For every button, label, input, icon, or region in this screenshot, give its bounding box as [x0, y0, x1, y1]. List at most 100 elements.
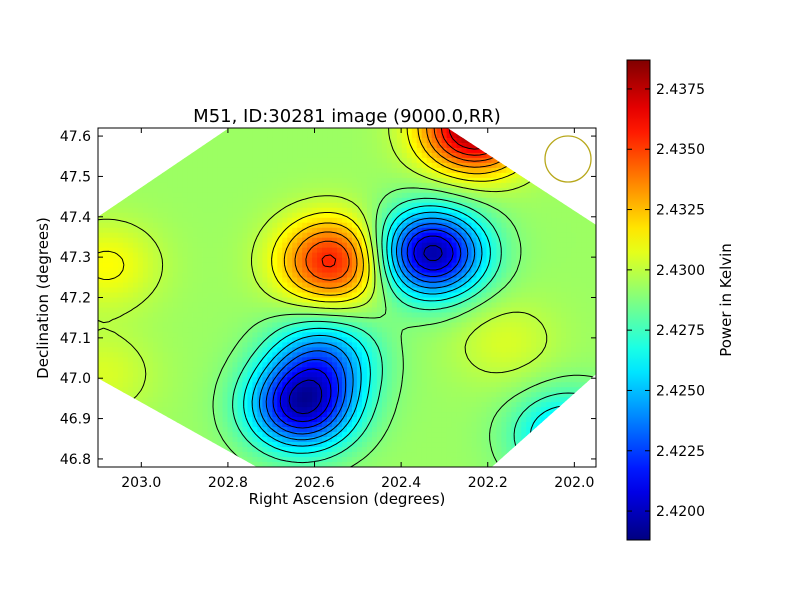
heat-cell	[117, 262, 124, 269]
heat-cell	[501, 272, 507, 279]
heat-cell	[536, 192, 542, 199]
heat-cell	[411, 192, 418, 199]
heat-cell	[411, 342, 418, 348]
heat-cell	[98, 257, 104, 264]
heat-cell	[546, 227, 552, 234]
heat-cell	[117, 267, 124, 274]
heat-cell	[446, 202, 453, 209]
heat-cell	[471, 332, 478, 338]
heat-cell	[506, 372, 512, 378]
heat-cell	[192, 172, 199, 179]
heat-cell	[257, 337, 263, 343]
heat-cell	[137, 372, 144, 378]
heat-cell	[247, 267, 253, 274]
heat-cell	[446, 152, 453, 159]
heat-cell	[98, 307, 104, 314]
heat-cell	[152, 297, 159, 304]
heat-cell	[287, 197, 293, 204]
heat-cell	[272, 337, 278, 343]
heat-cell	[177, 362, 184, 368]
heat-cell	[327, 262, 333, 269]
heat-cell	[272, 162, 278, 169]
heat-cell	[192, 152, 199, 159]
heat-cell	[177, 202, 184, 209]
heat-cell	[252, 212, 258, 219]
heat-cell	[501, 282, 507, 289]
heat-cell	[307, 302, 313, 309]
heat-cell	[516, 327, 522, 333]
heat-cell	[356, 132, 363, 139]
heat-cell	[576, 267, 582, 274]
heat-cell	[247, 297, 253, 304]
heat-cell	[506, 222, 512, 229]
heat-cell	[456, 262, 463, 269]
heat-cell	[222, 227, 229, 234]
heat-cell	[451, 317, 458, 324]
heat-cell	[342, 302, 348, 309]
heat-cell	[242, 247, 248, 254]
heat-cell	[446, 277, 453, 284]
heat-cell	[277, 227, 283, 234]
heat-cell	[471, 287, 478, 294]
heat-cell	[212, 352, 219, 358]
heat-cell	[122, 222, 129, 229]
heat-cell	[536, 187, 542, 194]
heat-cell	[531, 197, 537, 204]
heat-cell	[401, 277, 408, 284]
heat-cell	[312, 252, 318, 259]
heat-cell	[247, 302, 253, 309]
heat-cell	[137, 227, 144, 234]
heat-cell	[232, 292, 239, 299]
heat-cell	[172, 182, 179, 189]
heat-cell	[371, 157, 378, 164]
heat-cell	[431, 232, 438, 239]
heat-cell	[287, 302, 293, 309]
heat-cell	[257, 352, 263, 358]
heat-cell	[391, 352, 398, 358]
heat-cell	[277, 367, 283, 373]
heat-cell	[192, 302, 199, 309]
heat-cell	[222, 197, 229, 204]
heat-cell	[162, 282, 169, 289]
heat-cell	[137, 247, 144, 254]
heat-cell	[516, 187, 522, 194]
heat-cell	[147, 192, 154, 199]
heat-cell	[117, 207, 124, 214]
heat-cell	[556, 302, 562, 309]
heat-cell	[466, 287, 473, 294]
heat-cell	[546, 197, 552, 204]
heat-cell	[312, 312, 318, 319]
heat-cell	[342, 292, 348, 299]
heat-cell	[232, 242, 239, 249]
heat-cell	[551, 207, 557, 214]
heat-cell	[551, 312, 557, 319]
heat-cell	[506, 272, 512, 279]
heat-cell	[541, 307, 547, 314]
heat-cell	[277, 372, 283, 378]
heat-cell	[366, 182, 373, 189]
heat-cell	[461, 277, 468, 284]
heat-cell	[212, 317, 219, 324]
heat-cell	[152, 252, 159, 259]
heat-cell	[327, 212, 333, 219]
heat-cell	[451, 292, 458, 299]
heat-cell	[147, 362, 154, 368]
heat-cell	[167, 237, 174, 244]
heat-cell	[277, 327, 283, 333]
heat-cell	[381, 327, 388, 333]
heat-cell	[381, 362, 388, 368]
heat-cell	[381, 222, 388, 229]
heat-cell	[541, 217, 547, 224]
heat-cell	[406, 372, 413, 378]
heat-cell	[456, 187, 463, 194]
heat-cell	[481, 177, 488, 184]
heat-cell	[242, 202, 248, 209]
heat-cell	[481, 342, 488, 348]
heat-cell	[526, 187, 532, 194]
heat-cell	[142, 197, 149, 204]
heat-cell	[566, 222, 572, 229]
heat-cell	[337, 272, 343, 279]
heat-cell	[327, 197, 333, 204]
heat-cell	[511, 282, 517, 289]
heat-cell	[436, 302, 443, 309]
